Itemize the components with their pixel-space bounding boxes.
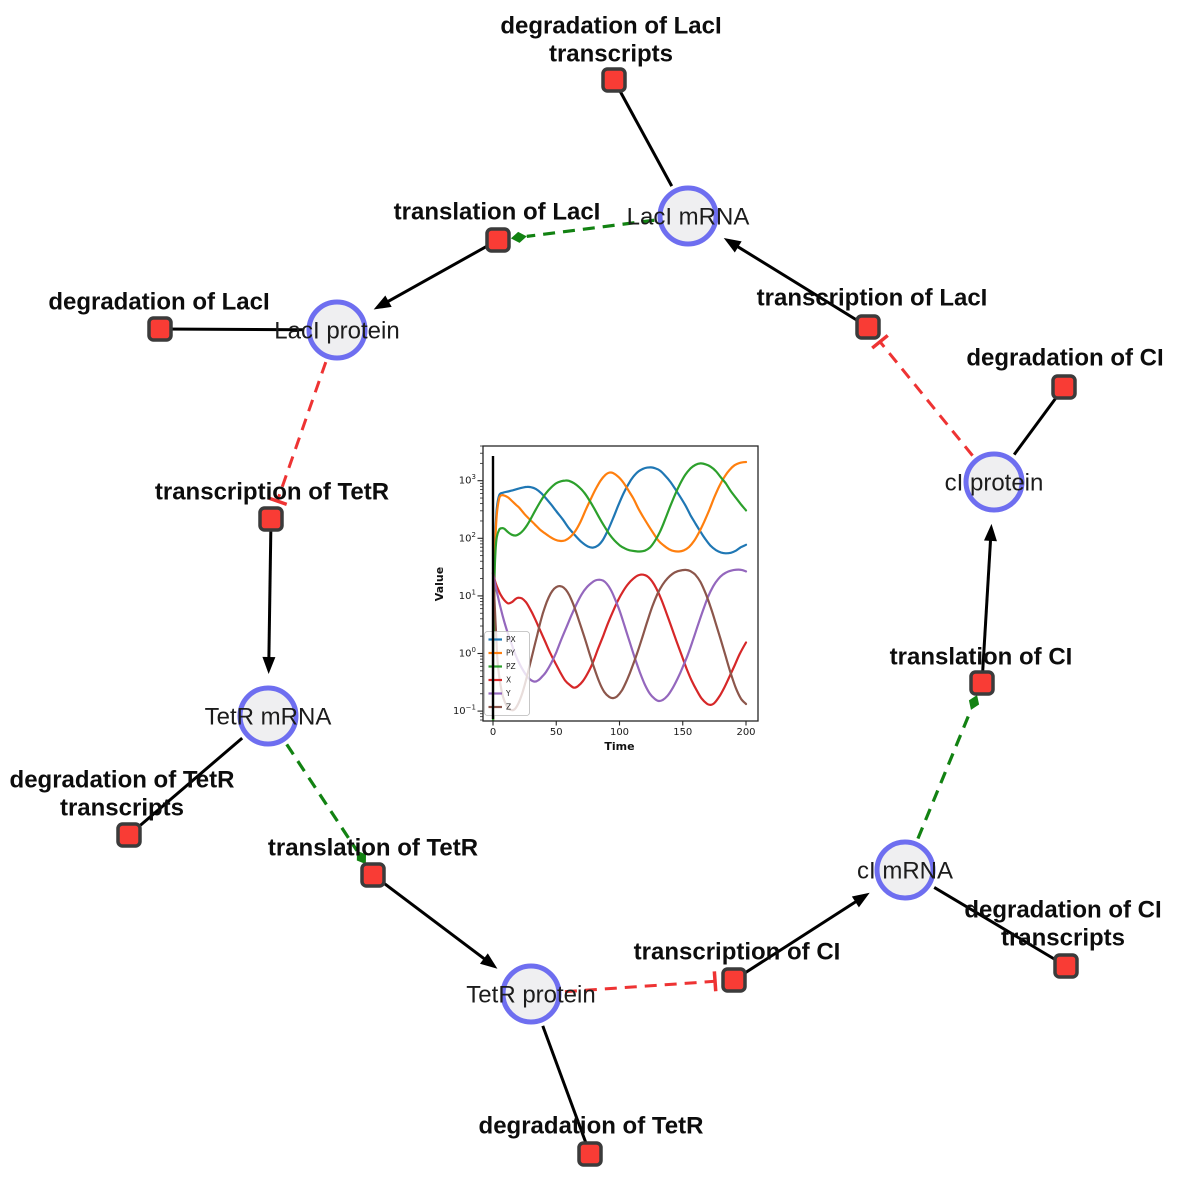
- reaction-node-deg_tetr[interactable]: [577, 1141, 603, 1167]
- edge-production-transc_tetr-tetr_mrna: [262, 518, 276, 675]
- species-label-laci_mrna: LacI mRNA: [627, 204, 750, 231]
- edge-catalysis-ci_mrna-transl_ci: [916, 695, 980, 840]
- legend-label-Y: Y: [505, 689, 511, 698]
- reaction-node-deg_ci[interactable]: [1051, 374, 1077, 400]
- edge-production-transl_laci-laci_protein: [373, 238, 499, 310]
- species-label-laci_protein: LacI protein: [274, 318, 399, 345]
- legend-label-Z: Z: [506, 703, 511, 712]
- edge-consumption-ci_mrna-deg_ci_tx: [933, 886, 1067, 968]
- reaction-label-transl_tetr-line1: translation of TetR: [268, 835, 478, 862]
- reaction-label-transc_ci-line1: transcription of CI: [634, 939, 841, 966]
- reaction-label-deg_tetr_tx-line2: transcripts: [60, 795, 184, 822]
- series-PZ: [491, 462, 748, 721]
- species-label-tetr_mrna: TetR mRNA: [205, 704, 332, 731]
- legend-label-PZ: PZ: [506, 662, 516, 671]
- reaction-label-deg_ci_tx-line2: transcripts: [1001, 925, 1125, 952]
- y-axis-label: Value: [433, 567, 446, 601]
- reaction-node-deg_laci_tx[interactable]: [601, 67, 627, 93]
- species-node-tetr_mrna[interactable]: [237, 685, 299, 747]
- reaction-node-transl_laci[interactable]: [485, 227, 511, 253]
- edge-production-transc_laci-laci_mrna: [723, 238, 869, 329]
- species-node-laci_mrna[interactable]: [657, 185, 719, 247]
- reaction-node-deg_laci[interactable]: [147, 316, 173, 342]
- labels-layer: degradation of LacItranscriptstranslatio…: [10, 13, 1164, 1140]
- reaction-node-transc_ci[interactable]: [721, 967, 747, 993]
- edge-production-transl_ci-ci_protein: [980, 523, 997, 684]
- reaction-label-deg_tetr-line1: degradation of TetR: [479, 1113, 704, 1140]
- x-tick-100: 100: [610, 727, 629, 738]
- reaction-label-transl_laci-line1: translation of LacI: [394, 199, 601, 226]
- edge-consumption-laci_mrna-deg_laci_tx: [612, 79, 674, 187]
- reaction-node-transl_tetr[interactable]: [360, 862, 386, 888]
- x-tick-50: 50: [550, 727, 563, 738]
- species-node-ci_protein[interactable]: [963, 451, 1025, 513]
- chart-legend: PX PY PZ XYZ: [484, 631, 530, 716]
- edge-inhibition-tetr_protein-transc_ci: [564, 971, 718, 994]
- legend-label-PX: PX: [506, 635, 516, 644]
- reaction-node-transc_tetr[interactable]: [258, 506, 284, 532]
- x-tick-0: 0: [490, 727, 496, 738]
- x-tick-200: 200: [736, 727, 755, 738]
- edges-layer: [128, 79, 1067, 1155]
- reaction-label-transl_ci-line1: translation of CI: [890, 644, 1073, 671]
- species-label-ci_protein: cI protein: [945, 470, 1044, 497]
- reaction-label-deg_ci_tx-line1: degradation of CI: [964, 897, 1161, 924]
- reaction-node-deg_ci_tx[interactable]: [1053, 953, 1079, 979]
- reaction-label-transc_tetr-line1: transcription of TetR: [155, 479, 389, 506]
- edge-catalysis-tetr_mrna-transl_tetr: [285, 743, 367, 865]
- legend-label-PY: PY: [506, 649, 515, 658]
- edge-inhibition-ci_protein-transc_laci: [871, 334, 974, 457]
- reaction-label-transc_laci-line1: transcription of LacI: [757, 285, 988, 312]
- reaction-label-deg_laci-line1: degradation of LacI: [48, 289, 269, 316]
- species-node-ci_mrna[interactable]: [874, 839, 936, 901]
- edge-catalysis-laci_mrna-transl_laci: [510, 218, 655, 243]
- species-label-ci_mrna: cI mRNA: [857, 858, 953, 885]
- species-label-tetr_protein: TetR protein: [466, 982, 595, 1009]
- edge-consumption-tetr_mrna-deg_tetr_tx: [128, 736, 244, 837]
- chart-background: [432, 438, 777, 760]
- reaction-label-deg_laci_tx-line2: transcripts: [549, 41, 673, 68]
- edge-production-transc_ci-ci_mrna: [733, 892, 870, 982]
- x-tick-150: 150: [673, 727, 692, 738]
- species-node-laci_protein[interactable]: [306, 299, 368, 361]
- reaction-node-transc_laci[interactable]: [855, 314, 881, 340]
- reaction-label-deg_laci_tx-line1: degradation of LacI: [500, 13, 721, 40]
- species-node-tetr_protein[interactable]: [500, 963, 562, 1025]
- reaction-label-deg_tetr_tx-line1: degradation of TetR: [10, 767, 235, 794]
- reaction-node-transl_ci[interactable]: [969, 670, 995, 696]
- x-axis-label: Time: [604, 740, 634, 753]
- edge-consumption-laci_protein-deg_laci: [159, 327, 304, 332]
- legend-label-X: X: [506, 676, 511, 685]
- reaction-node-deg_tetr_tx[interactable]: [116, 822, 142, 848]
- reaction-label-deg_ci-line1: degradation of CI: [966, 345, 1163, 372]
- series-PY: [491, 460, 748, 721]
- series-X: [491, 571, 748, 707]
- edge-production-transl_tetr-tetr_protein: [372, 873, 498, 969]
- edge-inhibition-laci_protein-transc_tetr: [267, 361, 328, 507]
- edge-consumption-tetr_protein-deg_tetr: [541, 1025, 592, 1155]
- nodes-layer: [116, 67, 1079, 1167]
